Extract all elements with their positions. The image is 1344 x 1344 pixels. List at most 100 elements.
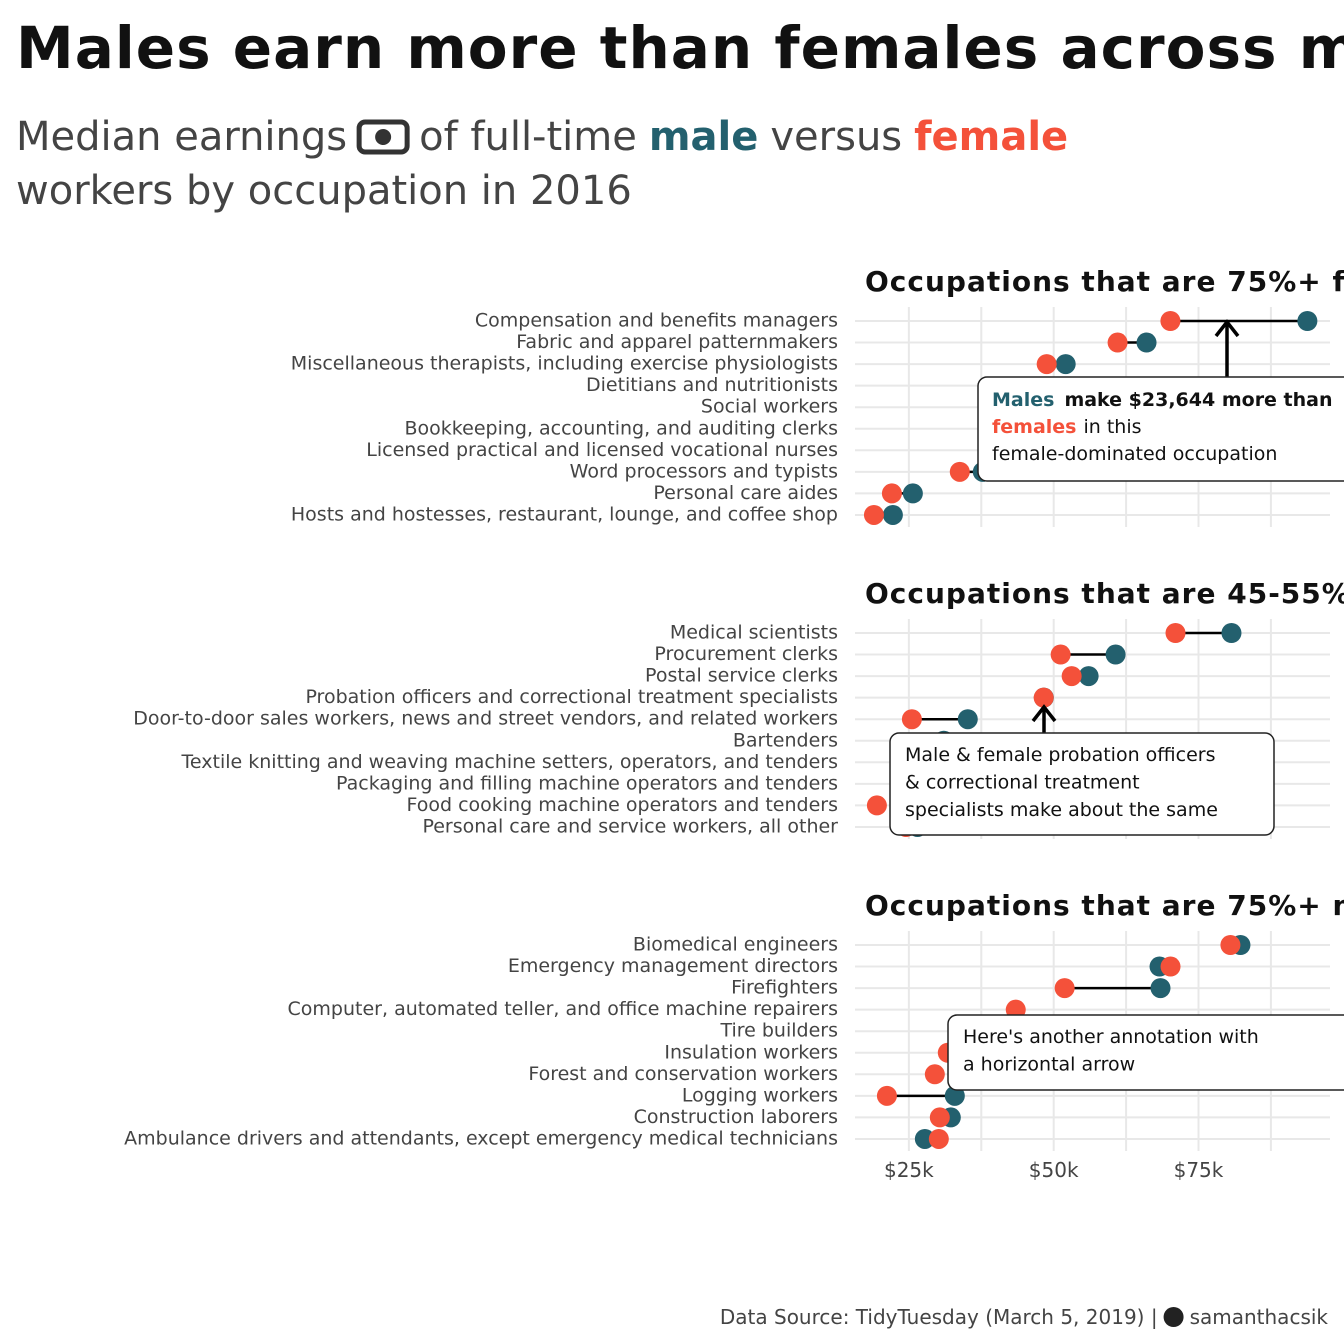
github-icon — [1163, 1307, 1184, 1327]
dot-male — [1136, 332, 1157, 353]
dot-male — [1055, 354, 1076, 375]
category-label: Bartenders — [733, 729, 838, 751]
dot-male — [1105, 644, 1126, 665]
category-label: Tire builders — [719, 1020, 838, 1042]
annotation-box — [947, 1014, 1344, 1091]
caption-text: samanthacsik — [1190, 1305, 1329, 1329]
panel-title: Occupations that are 75%+ ma — [865, 889, 1344, 922]
dot-male — [1078, 666, 1099, 687]
subtitle-text: of full-time — [419, 114, 637, 160]
subtitle-text: workers by occupation in 2016 — [16, 168, 632, 214]
category-label: Licensed practical and licensed vocation… — [366, 439, 838, 461]
annotation: Male & female probation officers & correc… — [889, 704, 1275, 836]
dot-female — [881, 483, 902, 504]
category-label: Insulation workers — [664, 1041, 838, 1063]
ann-male: Males — [992, 389, 1054, 411]
category-label: Hosts and hostesses, restaurant, lounge,… — [291, 503, 838, 525]
dot-female — [876, 1085, 897, 1106]
dot-female — [901, 709, 922, 730]
dot-female — [1036, 354, 1057, 375]
panel-title: Occupations that are 45-55% f — [865, 577, 1344, 610]
subtitle-text: Median earnings — [16, 114, 347, 160]
ann-text: make $23,644 more than — [1064, 389, 1332, 411]
chart-title: Males earn more than females across mos — [16, 14, 1344, 82]
category-label: Emergency management directors — [508, 955, 838, 977]
ann-text: & correctional treatment — [905, 772, 1140, 794]
annotation: Here's another annotation with a horizont… — [947, 1014, 1344, 1091]
annotation-box — [977, 376, 1344, 482]
category-label: Biomedical engineers — [633, 934, 838, 956]
dot-female — [866, 795, 887, 816]
dot-female — [929, 1107, 950, 1128]
category-label: Postal service clerks — [645, 665, 838, 687]
caption: samanthacsik Data Source: TidyTuesday (Ma… — [720, 1305, 1329, 1329]
subtitle-text: versus — [770, 114, 902, 160]
category-label: Bookkeeping, accounting, and auditing cl… — [405, 417, 838, 439]
ann-female: females — [992, 416, 1076, 438]
dot-female — [1033, 687, 1054, 708]
category-label: Compensation and benefits managers — [475, 310, 838, 332]
dot-female — [1160, 311, 1181, 331]
dot-female — [1050, 644, 1071, 665]
category-label: Textile knitting and weaving machine set… — [181, 751, 838, 773]
ann-text: in this — [1083, 416, 1141, 438]
ann-text: specialists make about the same — [905, 799, 1218, 821]
ann-text: a horizontal arrow — [963, 1054, 1135, 1076]
subtitle-female: female — [914, 114, 1068, 160]
dot-female — [1160, 956, 1181, 977]
category-label: Forest and conservation workers — [528, 1063, 838, 1085]
category-label: Procurement clerks — [654, 643, 838, 665]
category-label: Social workers — [701, 396, 838, 418]
ann-text: Here's another annotation with — [963, 1026, 1259, 1048]
ann-text: Male & female probation officers — [905, 744, 1216, 766]
annotation: Males make $23,644 more than females in thi… — [977, 319, 1344, 482]
x-tick-label: $25k — [884, 1158, 934, 1182]
category-label: Packaging and filling machine operators … — [336, 772, 838, 794]
dot-male — [1150, 978, 1171, 999]
dot-male — [1297, 311, 1318, 331]
category-label: Logging workers — [682, 1084, 838, 1106]
category-label: Ambulance drivers and attendants, except… — [124, 1127, 838, 1149]
dot-female — [863, 504, 884, 525]
category-label: Door-to-door sales workers, news and str… — [133, 708, 838, 730]
x-tick-label: $50k — [1029, 1158, 1079, 1182]
arrow-head — [1031, 704, 1057, 723]
annotation-box — [889, 732, 1275, 836]
dot-male — [902, 483, 923, 504]
caption-text: Data Source: TidyTuesday (March 5, 2019)… — [720, 1305, 1158, 1329]
category-label: Miscellaneous therapists, including exer… — [291, 353, 838, 375]
dot-male — [914, 1128, 935, 1149]
category-label: Firefighters — [731, 977, 838, 999]
category-label: Medical scientists — [670, 622, 838, 644]
money-icon — [356, 119, 410, 155]
category-label: Word processors and typists — [570, 460, 838, 482]
arrow-head — [1214, 319, 1240, 338]
dot-female — [1061, 666, 1082, 687]
subtitle: Median earnings of full-time male versus fem… — [16, 114, 1068, 214]
category-label: Personal care and service workers, all o… — [422, 815, 838, 837]
x-tick-label: $75k — [1174, 1158, 1224, 1182]
category-label: Probation officers and correctional trea… — [305, 686, 838, 708]
dot-female — [1220, 935, 1241, 955]
dot-female — [924, 1064, 945, 1085]
dot-female — [1054, 978, 1075, 999]
category-label: Dietitians and nutritionists — [586, 374, 838, 396]
ann-text: female-dominated occupation — [992, 443, 1277, 465]
dot-male — [1221, 623, 1242, 643]
dot-male — [957, 709, 978, 730]
dot-female — [928, 1128, 949, 1149]
subtitle-male: male — [649, 114, 759, 160]
dot-female — [1165, 623, 1186, 643]
dot-female — [949, 461, 970, 482]
category-label: Food cooking machine operators and tende… — [407, 794, 839, 816]
category-label: Personal care aides — [653, 482, 838, 504]
category-label: Computer, automated teller, and office m… — [288, 998, 838, 1020]
panel-title: Occupations that are 75%+ fe — [865, 265, 1344, 298]
dot-male — [882, 504, 903, 525]
dot-female — [1107, 332, 1128, 353]
category-label: Fabric and apparel patternmakers — [516, 331, 838, 353]
category-label: Construction laborers — [634, 1106, 838, 1128]
dot-male — [944, 1085, 965, 1106]
